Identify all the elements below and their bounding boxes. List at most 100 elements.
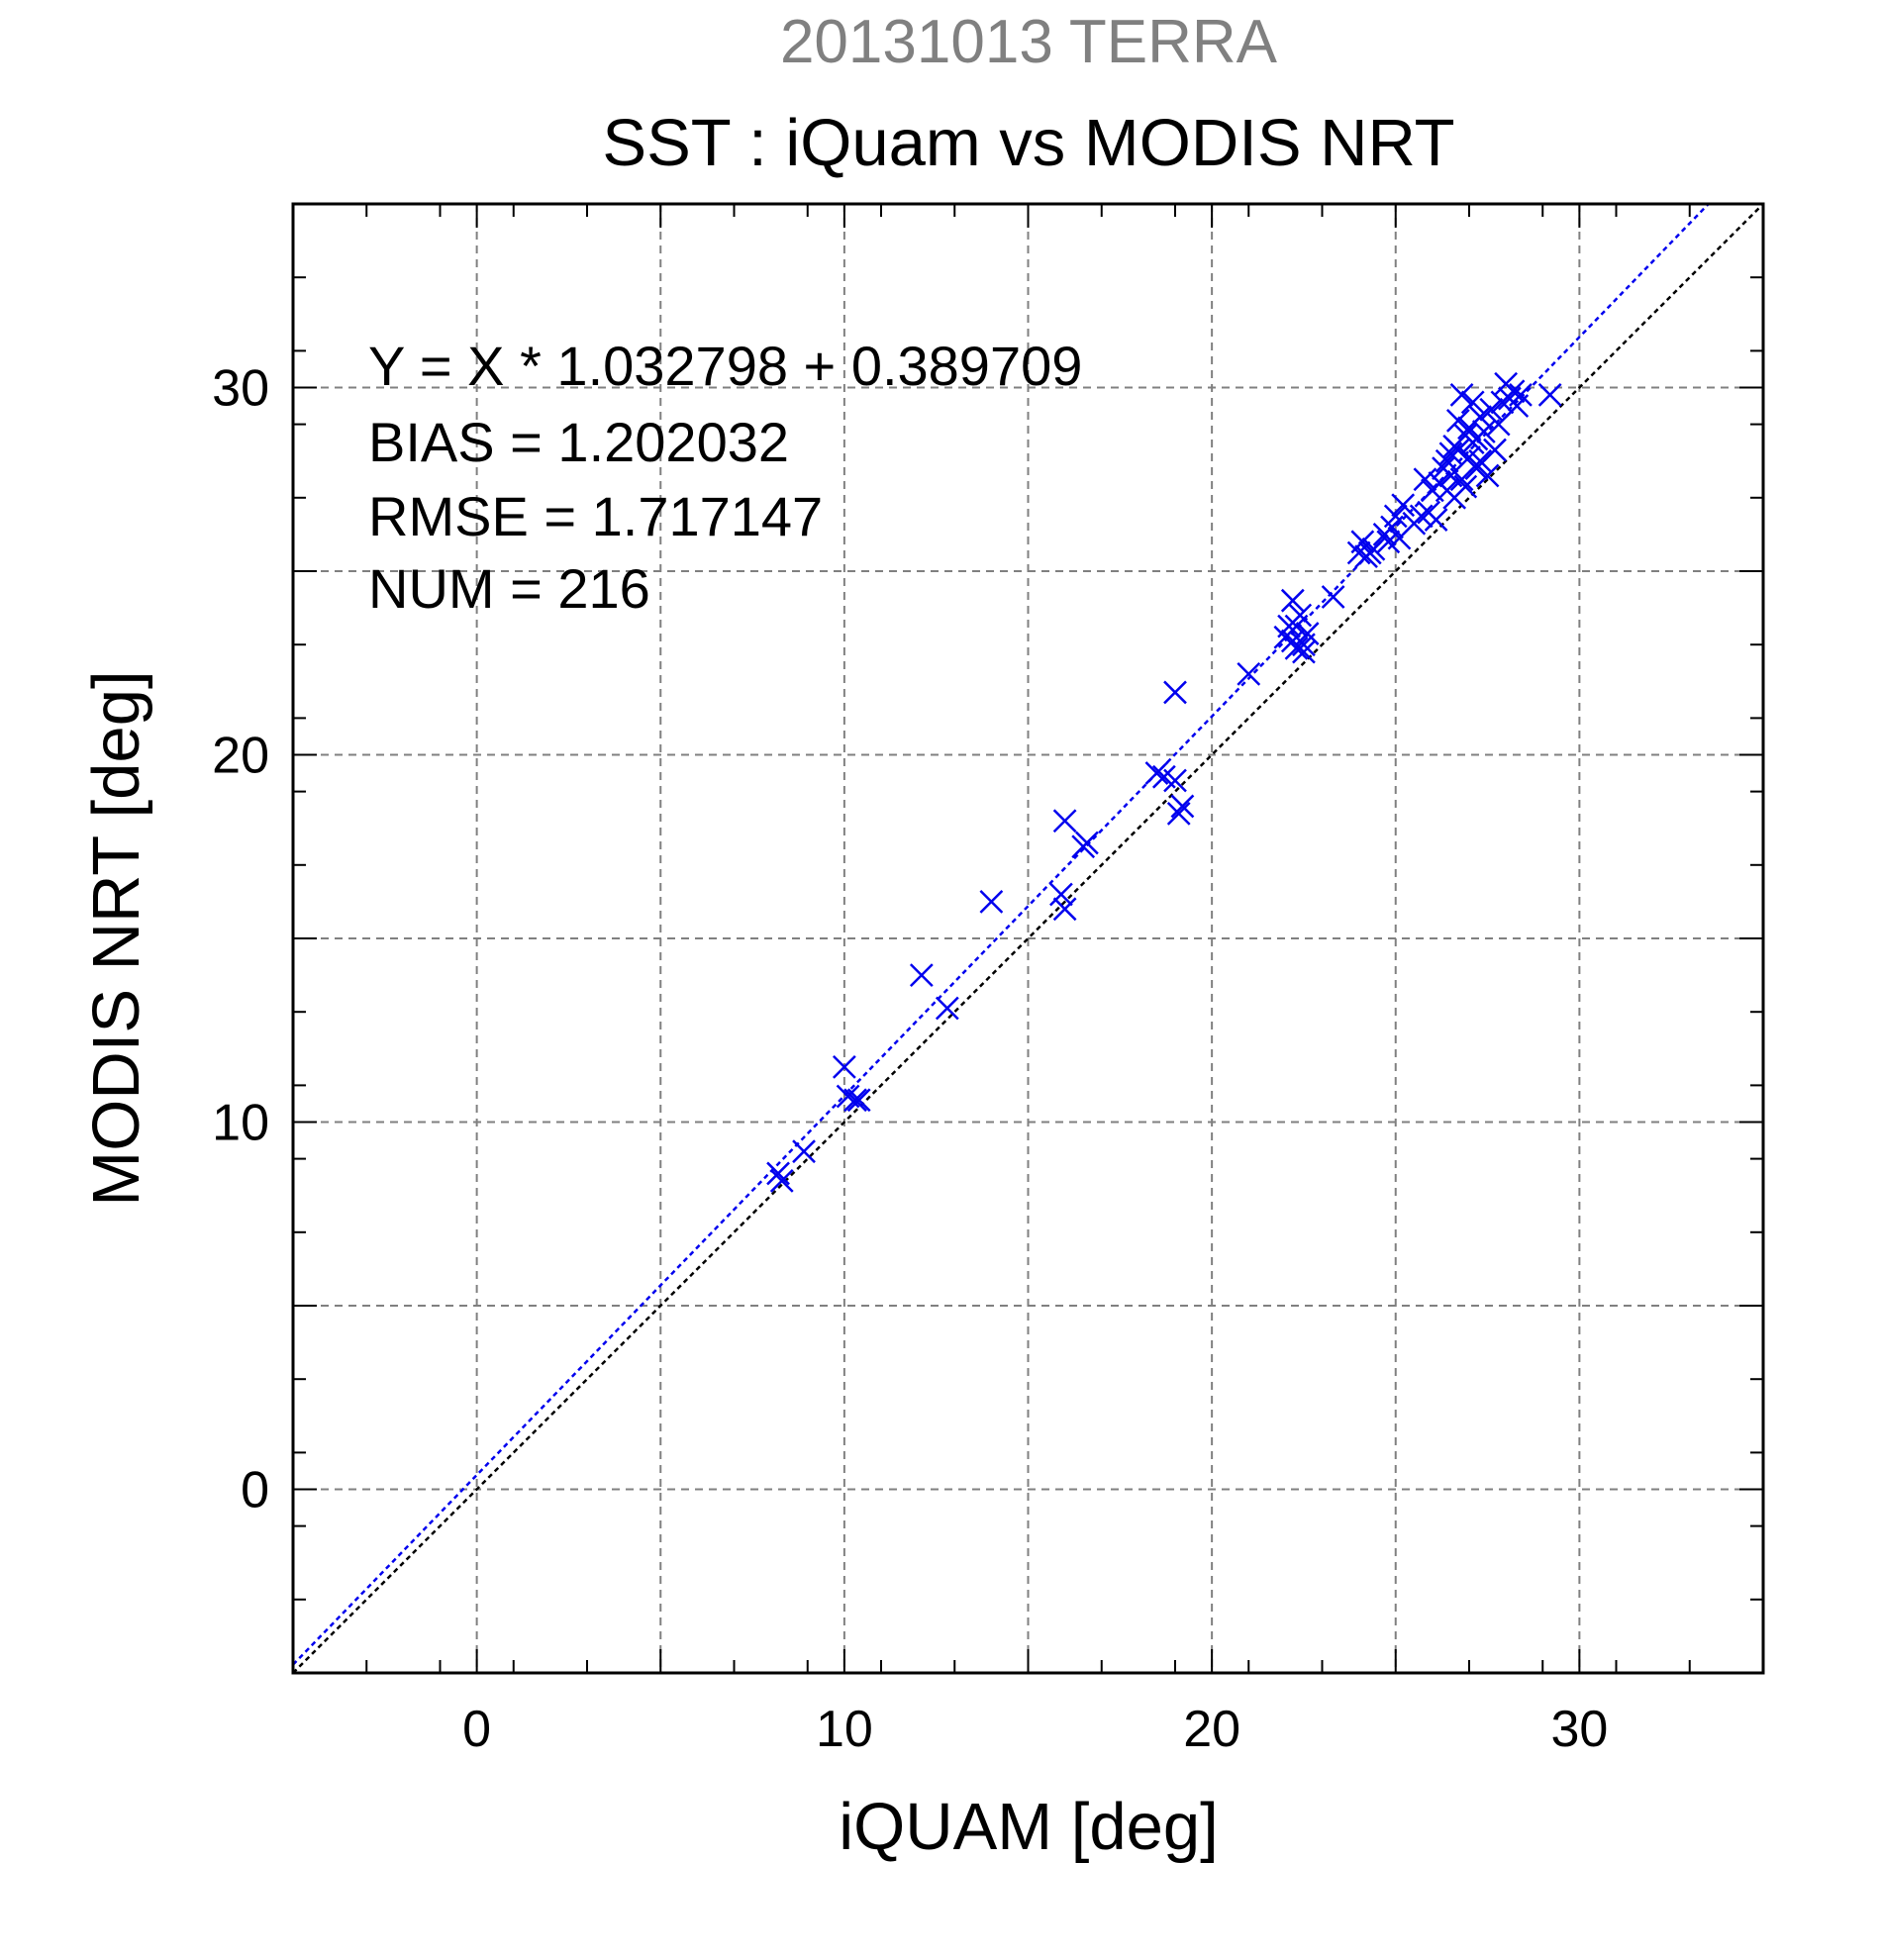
data-point-stroke <box>1460 390 1485 415</box>
data-point <box>1438 441 1463 466</box>
data-point <box>1509 383 1533 407</box>
data-point <box>1479 397 1504 422</box>
fit-line <box>292 203 1710 1666</box>
data-point <box>1445 409 1470 433</box>
data-point <box>1424 508 1448 532</box>
data-point-stroke <box>1321 585 1345 609</box>
data-point-stroke <box>1449 383 1474 407</box>
data-point <box>1537 383 1562 407</box>
data-point-stroke <box>1409 504 1434 529</box>
data-point-stroke <box>1413 467 1437 492</box>
data-point <box>1237 661 1261 686</box>
data-point-stroke <box>1424 508 1448 532</box>
chart-supertitle: 20131013 TERRA <box>780 8 1278 76</box>
data-point-stroke <box>836 1084 860 1109</box>
data-point-stroke <box>1486 412 1511 437</box>
data-point <box>909 963 934 987</box>
data-point-stroke <box>1237 661 1261 686</box>
data-point-stroke <box>1475 463 1500 488</box>
data-point-stroke <box>1144 761 1169 785</box>
data-point <box>1049 882 1073 907</box>
data-point-stroke <box>1537 383 1562 407</box>
data-point-stroke <box>935 996 959 1021</box>
annotation-bias: BIAS = 1.202032 <box>368 411 789 473</box>
data-point-stroke <box>1280 629 1305 653</box>
data-point-stroke <box>1483 438 1507 462</box>
y-tick-label: 30 <box>212 360 269 418</box>
data-point <box>1449 467 1474 492</box>
data-point-stroke <box>1471 420 1496 443</box>
data-point <box>1052 809 1077 833</box>
data-point <box>1475 463 1500 488</box>
data-point <box>1295 622 1320 645</box>
data-point <box>1453 474 1478 499</box>
data-point <box>1486 412 1511 437</box>
x-tick-label: 20 <box>1183 1701 1240 1758</box>
chart-title: SST : iQuam vs MODIS NRT <box>602 106 1454 180</box>
data-point-stroke <box>909 963 934 987</box>
data-point-stroke <box>1468 405 1493 430</box>
annotation-num: NUM = 216 <box>368 557 650 620</box>
data-point-stroke <box>1170 794 1195 819</box>
data-point <box>1409 504 1434 529</box>
x-tick-labels: 0 10 20 30 <box>462 1701 1608 1758</box>
plot-frame <box>291 202 1765 1675</box>
data-point <box>766 1161 790 1186</box>
data-point-stroke <box>1280 588 1305 613</box>
data-point-stroke <box>1052 809 1077 833</box>
data-point <box>1280 588 1305 613</box>
data-point <box>843 1088 867 1113</box>
data-point <box>935 996 959 1021</box>
data-point <box>792 1139 816 1164</box>
data-point-stroke <box>792 1139 816 1164</box>
data-point <box>1321 585 1345 609</box>
data-point-stroke <box>1052 897 1077 922</box>
data-point <box>979 890 1004 914</box>
data-point <box>1468 448 1493 473</box>
data-point-stroke <box>1438 441 1463 466</box>
data-point <box>1445 438 1470 462</box>
data-point-stroke <box>769 1168 794 1193</box>
data-point-stroke <box>832 1054 856 1079</box>
data-point-stroke <box>1075 831 1099 855</box>
y-tick-label: 0 <box>241 1462 269 1519</box>
grid-lines <box>293 204 1763 1673</box>
data-point <box>1413 467 1437 492</box>
data-point <box>1144 761 1169 785</box>
data-point <box>1163 680 1187 705</box>
x-tick-label: 0 <box>462 1701 491 1758</box>
data-point-stroke <box>1295 622 1320 645</box>
data-point-stroke <box>1479 397 1504 422</box>
y-tick-label: 10 <box>212 1095 269 1152</box>
data-point <box>1460 390 1485 415</box>
data-point <box>1075 831 1099 855</box>
data-point-stroke <box>1501 379 1526 404</box>
data-point <box>1288 603 1313 628</box>
data-point <box>846 1088 871 1113</box>
x-tick-label: 10 <box>816 1701 873 1758</box>
data-point <box>1361 537 1386 561</box>
data-point-stroke <box>1449 467 1474 492</box>
x-axis-label: iQUAM [deg] <box>839 1790 1219 1864</box>
data-point <box>1284 637 1309 660</box>
data-point-stroke <box>1457 445 1481 469</box>
data-point-stroke <box>1049 882 1073 907</box>
data-point <box>1052 897 1077 922</box>
data-point <box>1383 504 1408 529</box>
annotation-fit-equation: Y = X * 1.032798 + 0.389709 <box>368 335 1082 397</box>
data-point <box>1391 493 1416 518</box>
data-point-stroke <box>1468 448 1493 473</box>
data-point-stroke <box>766 1161 790 1186</box>
data-point-stroke <box>1166 801 1191 826</box>
data-point-stroke <box>1361 537 1386 561</box>
data-point-stroke <box>1383 504 1408 529</box>
data-point-stroke <box>1509 383 1533 407</box>
y-axis-label: MODIS NRT [deg] <box>79 670 153 1206</box>
data-points <box>766 371 1562 1193</box>
data-point-stroke <box>979 890 1004 914</box>
data-point-stroke <box>1438 463 1463 488</box>
data-point-stroke <box>1163 680 1187 705</box>
data-point <box>1163 768 1187 793</box>
data-point <box>1170 794 1195 819</box>
